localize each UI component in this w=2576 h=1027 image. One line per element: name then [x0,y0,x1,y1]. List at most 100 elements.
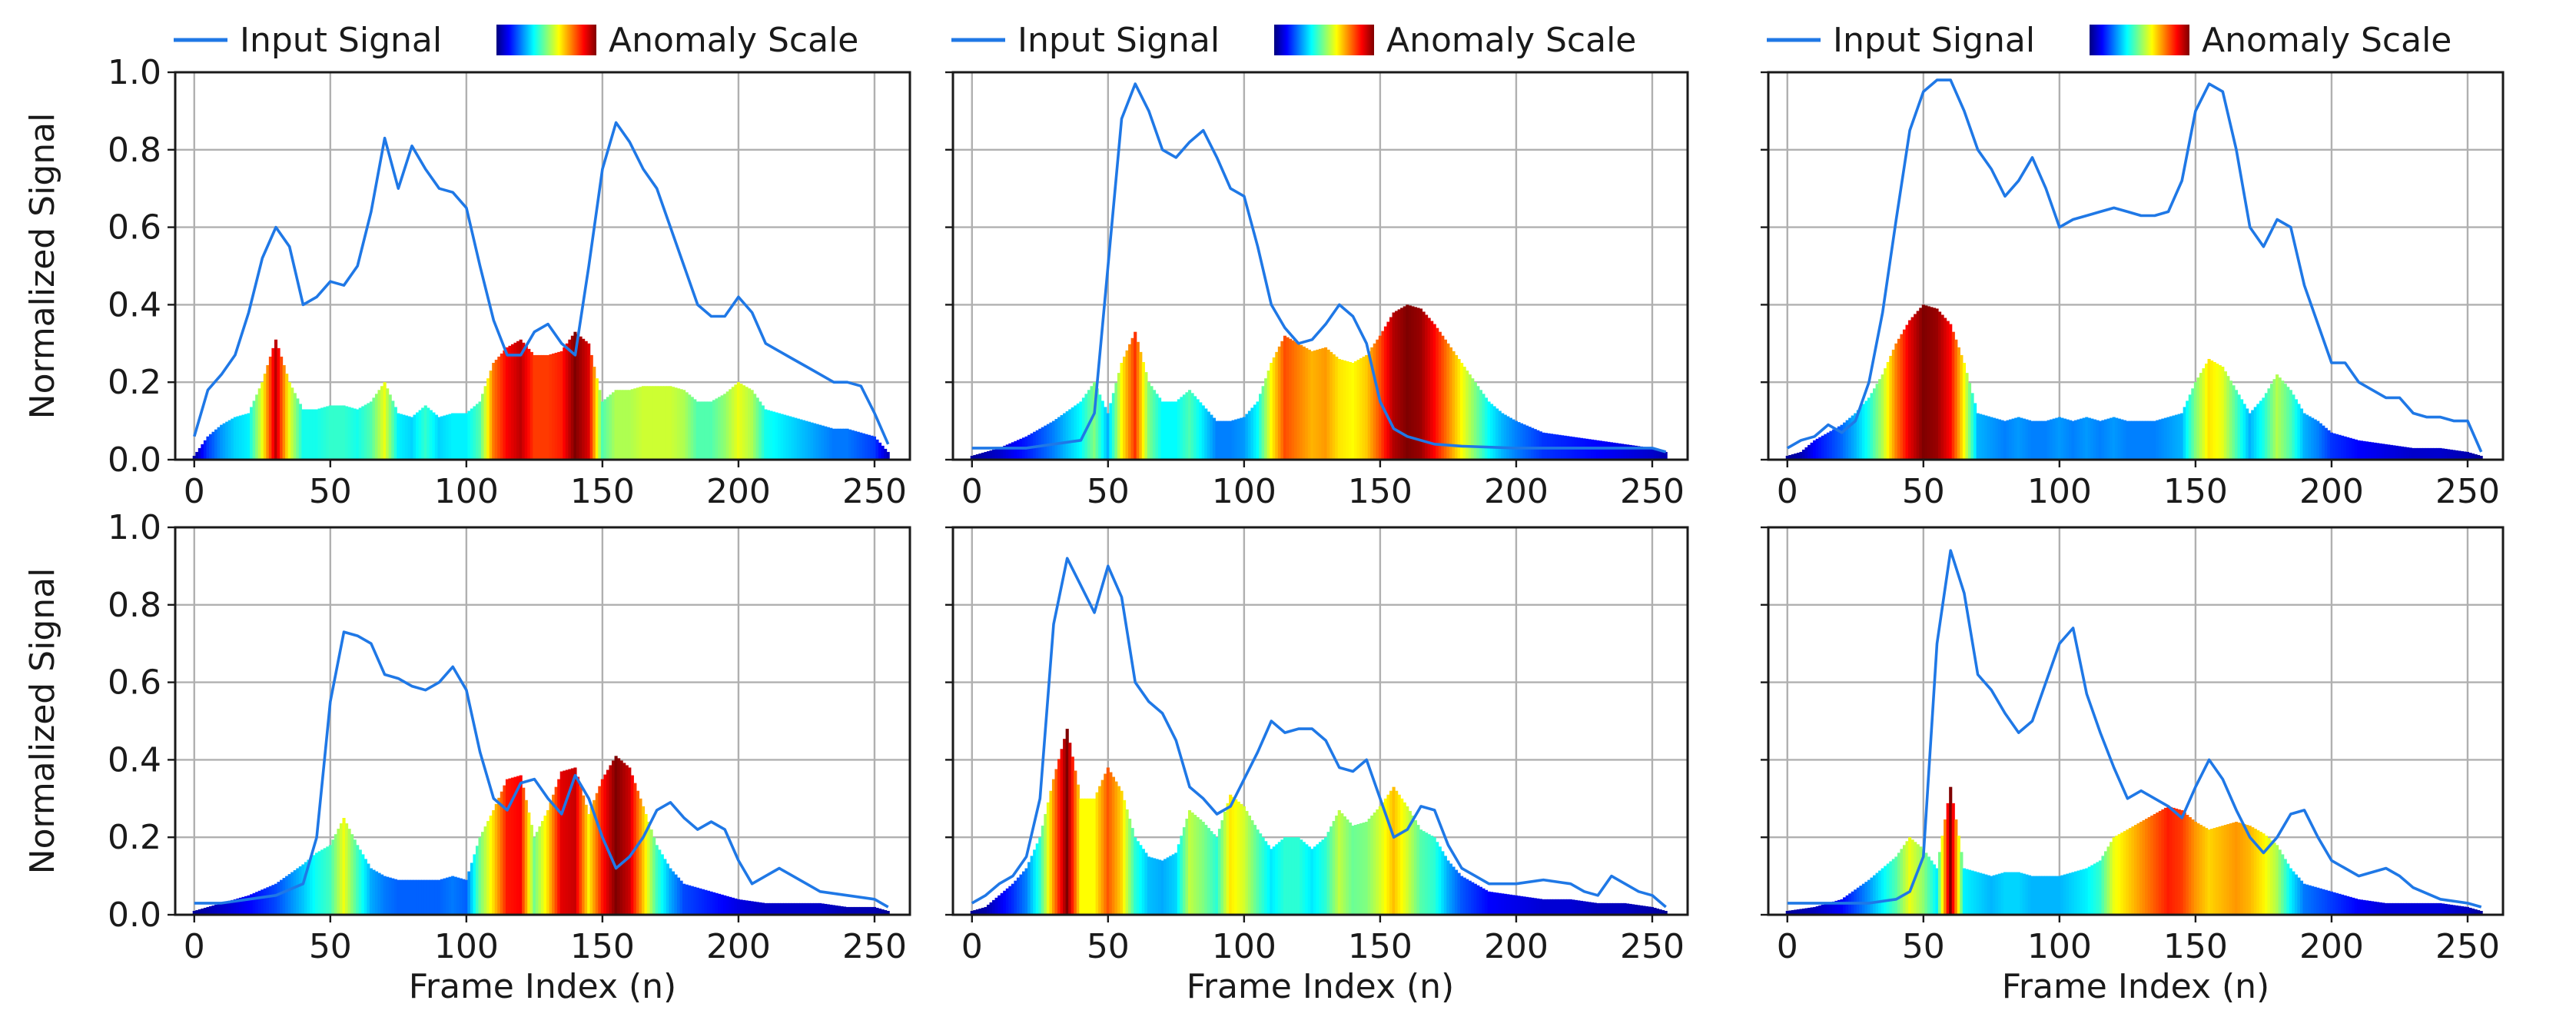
anomaly-bar [1136,341,1140,460]
anomaly-bar [1144,853,1148,915]
anomaly-bar [1884,866,1887,915]
anomaly-bar [1302,842,1306,915]
anomaly-bar [2281,381,2285,460]
anomaly-bar [1337,809,1341,915]
anomaly-bar [407,879,411,915]
anomaly-bar [1164,859,1167,915]
anomaly-bar [540,821,545,915]
anomaly-bar [706,890,711,915]
anomaly-bar [2313,419,2317,460]
anomaly-bar [2071,872,2075,915]
anomaly-bar [1957,347,1960,460]
anomaly-bar [725,896,729,915]
anomaly-bar [1171,401,1175,460]
anomaly-bar [2223,371,2227,460]
anomaly-bar [1343,360,1346,460]
anomaly-bar [1215,837,1219,915]
anomaly-bar [1626,444,1630,460]
anomaly-bar [331,839,335,915]
anomaly-bar [1000,892,1004,915]
anomaly-bar [1479,886,1482,915]
axes-frame [951,71,1689,461]
anomaly-bar [875,907,879,915]
anomaly-bar [693,399,697,460]
panel-1: 0 50 100 150 200 2500.00.20.40.60.81.0Normali… [23,21,911,511]
anomaly-bar [1804,447,1808,460]
anomaly-bar [437,879,441,915]
anomaly-bar [1392,786,1396,915]
anomaly-bar [2332,433,2336,460]
anomaly-bar [630,775,634,915]
anomaly-bar [1889,355,1893,460]
anomaly-bar [1884,368,1887,460]
anomaly-bar [859,906,863,915]
anomaly-bar [535,354,539,460]
anomaly-bar [606,769,610,915]
anomaly-bar [391,400,395,460]
anomaly-bar [1152,390,1157,460]
anomaly-bar [1808,444,1811,460]
anomaly-bar [1648,906,1651,915]
anomaly-bar [992,449,996,460]
anomaly-bar [2387,902,2391,915]
anomaly-bar [1397,794,1401,915]
anomaly-bar [1046,424,1050,460]
x-tick-label: 50 [1902,927,1945,966]
anomaly-bar [2071,420,2075,460]
anomaly-bar [1079,401,1083,460]
anomaly-bar [2022,418,2026,460]
anomaly-bar [344,406,349,460]
anomaly-bar [878,908,882,915]
anomaly-bar [840,906,844,915]
anomaly-bar [529,825,533,915]
anomaly-bar [731,897,735,915]
anomaly-bar [1889,861,1893,915]
anomaly-bar [293,393,297,460]
anomaly-bar [1190,393,1194,460]
anomaly-bar [1609,902,1613,915]
anomaly-bar [699,888,702,915]
anomaly-bar [268,886,272,915]
anomaly-bar [1471,378,1475,460]
anomaly-bar [233,899,237,915]
anomaly-bar [236,898,240,915]
anomaly-bar [688,394,692,460]
anomaly-bar [2074,871,2078,915]
x-tick-label: 200 [2299,472,2364,511]
anomaly-bar [2218,826,2222,915]
anomaly-bar [388,877,392,915]
anomaly-bar [1392,312,1396,460]
anomaly-bar [1367,819,1371,915]
anomaly-bar [1125,809,1129,915]
anomaly-bar [679,880,683,915]
anomaly-bar [2373,442,2377,460]
anomaly-bar [1598,902,1602,915]
anomaly-bar [753,394,757,460]
anomaly-bar [331,405,335,460]
anomaly-bar [1223,420,1227,460]
anomaly-bar [2368,900,2372,915]
anomaly-bar [587,343,591,460]
anomaly-bar [1891,859,1895,915]
anomaly-bar [2030,876,2034,915]
anomaly-bar [1240,417,1243,460]
anomaly-bar [1509,417,1512,460]
anomaly-bar [2133,825,2138,915]
anomaly-bar [1623,902,1627,915]
anomaly-bar [486,378,490,460]
anomaly-bar [598,786,602,915]
anomaly-bar [1229,420,1233,460]
anomaly-bar [1821,904,1824,915]
anomaly-bar [2050,876,2053,915]
anomaly-bar [2096,862,2100,915]
anomaly-bar [1321,839,1325,915]
y-tick-label: 0.0 [108,440,161,480]
anomaly-bar [201,444,204,460]
anomaly-bar [1321,347,1325,460]
anomaly-bar [285,374,289,460]
anomaly-bar [2376,902,2380,915]
anomaly-bar [1593,440,1597,460]
anomaly-bar [2106,418,2110,460]
anomaly-bar [369,401,373,460]
